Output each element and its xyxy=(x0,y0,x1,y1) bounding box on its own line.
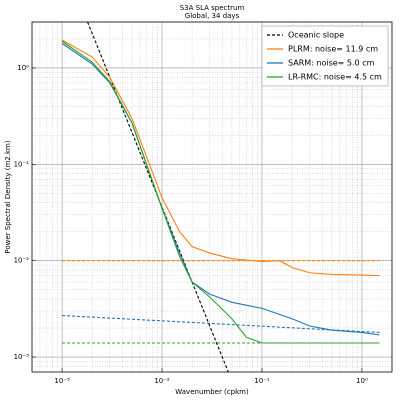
y-tick-label: 10⁻³ xyxy=(14,353,30,361)
legend-label: PLRM: noise= 11.9 cm xyxy=(288,45,378,54)
legend-label: SARM: noise= 5.0 cm xyxy=(288,59,375,68)
x-tick-label: 10⁻¹ xyxy=(254,377,270,385)
x-tick-label: 10⁻² xyxy=(154,377,170,385)
y-tick-label: 10⁻² xyxy=(14,257,30,265)
y-tick-label: 10⁰ xyxy=(17,64,29,72)
chart-subtitle: Global, 34 days xyxy=(185,12,240,20)
legend-box xyxy=(261,25,389,87)
noise-line xyxy=(62,314,380,334)
x-tick-label: 10⁰ xyxy=(356,377,368,385)
y-axis-label: Power Spectral Density (m2.km) xyxy=(4,140,12,253)
chart-title: S3A SLA spectrum xyxy=(180,4,245,12)
series-line xyxy=(61,40,380,344)
x-tick-label: 10⁻³ xyxy=(54,377,70,385)
x-axis-label: Wavenumber (cpkm) xyxy=(175,388,249,396)
series-line xyxy=(61,39,380,277)
plot-frame xyxy=(31,21,393,373)
legend-label: Oceanic slope xyxy=(288,31,344,40)
y-tick-label: 10⁻¹ xyxy=(14,160,30,168)
legend-label: LR-RMC: noise= 4.5 cm xyxy=(288,73,382,82)
